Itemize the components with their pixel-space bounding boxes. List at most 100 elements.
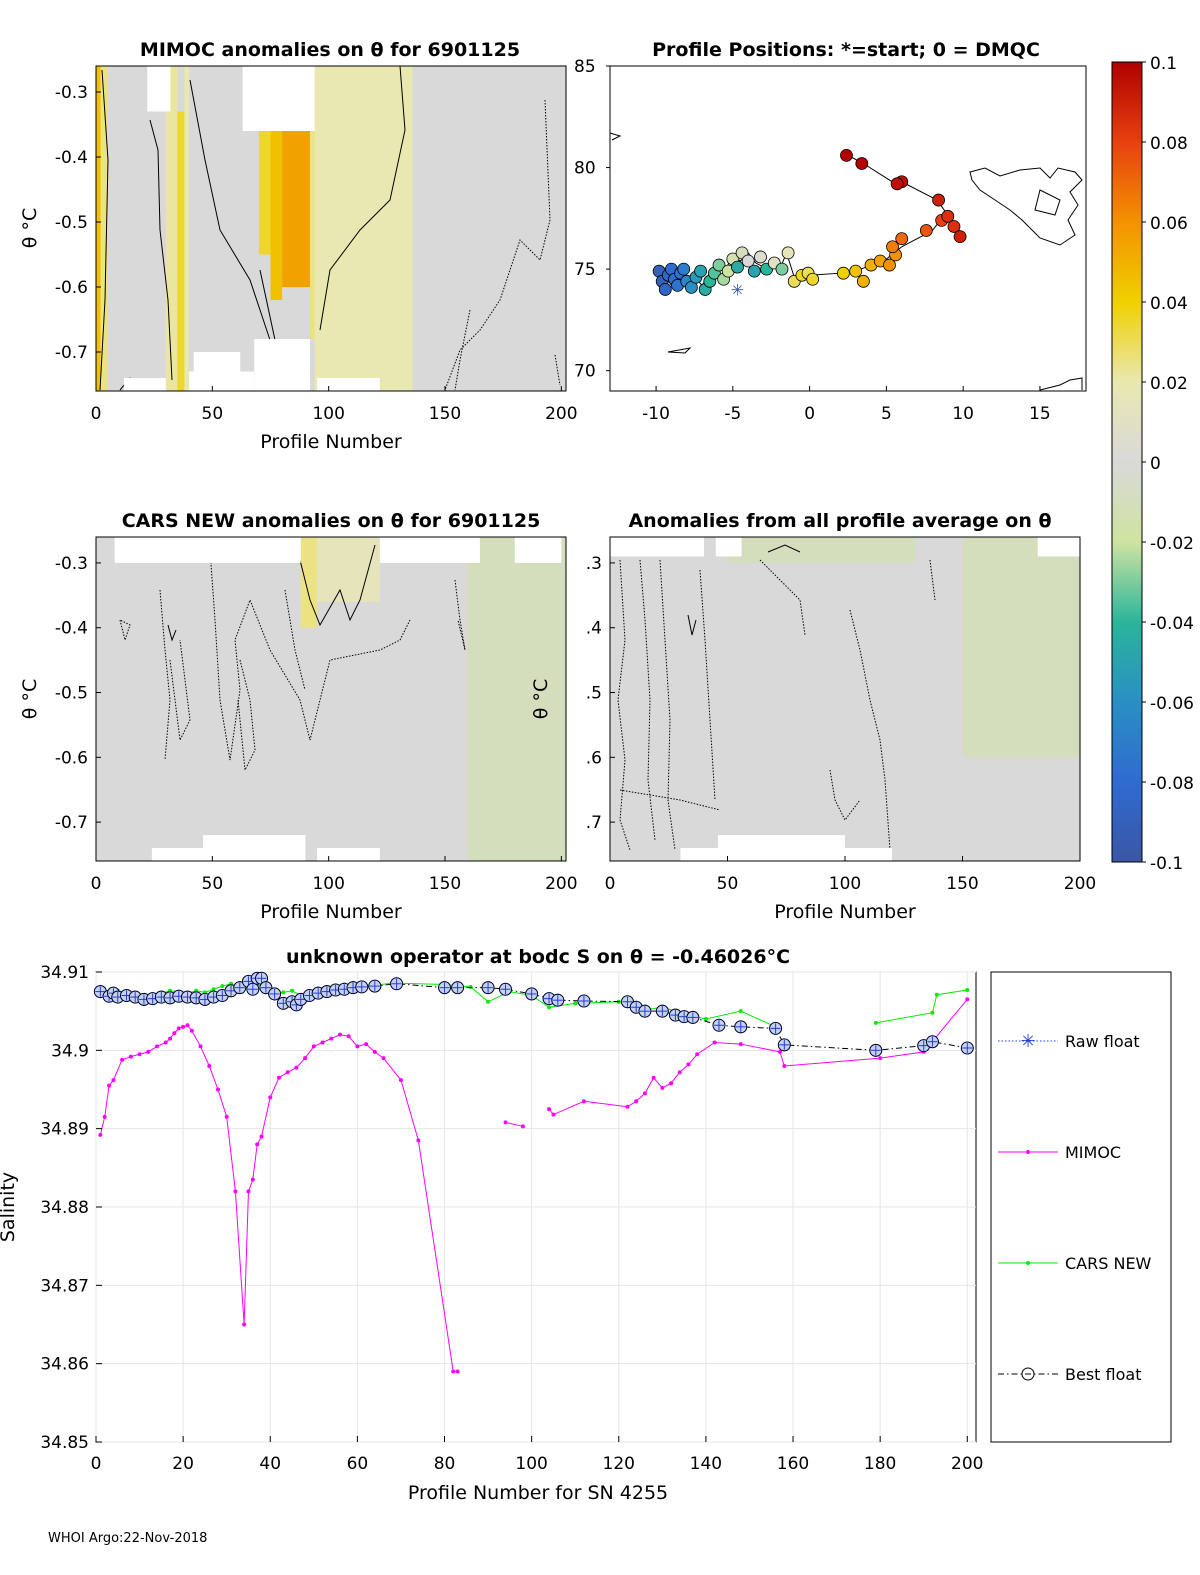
all-panel: Anomalies from all profile average on θ … bbox=[530, 510, 1096, 923]
profile-position-point bbox=[932, 193, 945, 207]
lat-tick-label: 85 bbox=[574, 57, 596, 77]
y-tick-label: -0.3 bbox=[55, 83, 88, 103]
data-point bbox=[98, 1132, 103, 1137]
data-point bbox=[163, 1040, 168, 1045]
data-point bbox=[311, 1044, 316, 1049]
x-tick-label: 100 bbox=[829, 874, 861, 894]
x-tick-label: 150 bbox=[429, 874, 461, 894]
heatmap-cell bbox=[184, 66, 190, 391]
best-float-point bbox=[925, 1035, 939, 1049]
salinity-y-ticks: 34.91 34.9 34.89 34.88 34.87 34.86 34.85 bbox=[40, 963, 102, 1453]
lat-tick-label: 80 bbox=[574, 159, 596, 179]
data-point bbox=[468, 984, 473, 989]
y-tick-label: -0.7 bbox=[55, 813, 88, 833]
heatmap-cell bbox=[165, 66, 178, 391]
profile-position-point bbox=[890, 177, 904, 191]
x-tick-label: 200 bbox=[545, 874, 577, 894]
data-point bbox=[154, 1044, 159, 1049]
data-point bbox=[634, 1099, 639, 1104]
x-tick-label: 50 bbox=[717, 874, 739, 894]
data-point bbox=[215, 1087, 220, 1092]
colorbar: 0.1 0.08 0.06 0.04 0.02 0 -0.02 -0.04 -0.06 -0.08… bbox=[1111, 54, 1194, 874]
data-point bbox=[695, 1052, 700, 1057]
colorbar-tick-label: -0.02 bbox=[1150, 534, 1194, 554]
x-tick-label: 80 bbox=[434, 1454, 456, 1474]
lat-tick-label: 70 bbox=[574, 362, 596, 382]
missing-region bbox=[514, 537, 562, 563]
cars-title: CARS NEW anomalies on θ for 6901125 bbox=[122, 510, 541, 532]
salinity-x-ticks: 0 20 40 60 80 100 120 140 160 180 200 bbox=[91, 1436, 984, 1474]
cars-y-ticks: -0.3 -0.4 -0.5 -0.6 -0.7 bbox=[55, 554, 101, 833]
heatmap-cell bbox=[282, 131, 311, 287]
colorbar-tick-label: -0.1 bbox=[1150, 854, 1183, 874]
legend-cars: CARS NEW bbox=[998, 1254, 1152, 1273]
mimoc-dotted-contours bbox=[444, 99, 561, 391]
data-point bbox=[290, 988, 295, 993]
y-tick-label: -0.4 bbox=[55, 148, 88, 168]
y-tick-label: -0.4 bbox=[55, 619, 88, 639]
data-point bbox=[211, 987, 216, 992]
profile-position-point bbox=[883, 258, 896, 272]
data-point bbox=[686, 1062, 691, 1067]
profile-position-point bbox=[947, 220, 961, 233]
legend: ✳ Raw float MIMOC CARS NEW Best float bbox=[990, 971, 1172, 1443]
x-tick-label: 0 bbox=[91, 874, 102, 894]
cars-x-ticks: 0 50 100 150 200 bbox=[91, 856, 578, 894]
best-float-point bbox=[869, 1043, 883, 1057]
data-point bbox=[294, 1065, 299, 1070]
heatmap-cell bbox=[727, 537, 916, 563]
profile-position-point bbox=[836, 266, 850, 280]
heatmap-cell bbox=[962, 537, 1080, 758]
salinity-series bbox=[93, 971, 974, 1374]
series-line bbox=[875, 989, 968, 1024]
profile-position-point bbox=[886, 240, 899, 254]
profile-position-point bbox=[658, 283, 672, 296]
x-tick-label: 50 bbox=[202, 874, 224, 894]
best-float-point bbox=[268, 987, 282, 1001]
profile-position-point bbox=[775, 262, 789, 276]
heatmap-cell bbox=[258, 131, 271, 255]
positions-points: ✳ bbox=[652, 148, 967, 299]
heatmap-cell bbox=[317, 537, 380, 602]
lon-tick-label: 0 bbox=[804, 404, 815, 424]
best-float-point bbox=[777, 1038, 791, 1052]
best-float-point bbox=[577, 994, 591, 1008]
data-point bbox=[303, 1056, 308, 1061]
colorbar-tick-label: -0.08 bbox=[1150, 774, 1194, 794]
data-point bbox=[416, 1138, 421, 1143]
profile-position-point bbox=[919, 224, 933, 237]
data-point bbox=[381, 1056, 386, 1061]
mimoc-y-ticks: -0.3 -0.4 -0.5 -0.6 -0.7 bbox=[55, 83, 101, 363]
data-point bbox=[220, 984, 225, 989]
data-point bbox=[930, 1010, 935, 1015]
data-point bbox=[224, 1114, 229, 1119]
y-tick-label: -0.5 bbox=[55, 213, 88, 233]
heatmap-cell bbox=[96, 66, 101, 391]
all-title: Anomalies from all profile average on θ bbox=[628, 510, 1051, 532]
profile-position-point bbox=[895, 232, 909, 246]
profile-position-point bbox=[677, 262, 691, 276]
x-tick-label: 0 bbox=[91, 1454, 102, 1474]
lon-tick-label: 10 bbox=[952, 404, 974, 424]
data-point bbox=[873, 1020, 878, 1025]
data-point bbox=[551, 1112, 556, 1117]
best-float-point bbox=[368, 979, 382, 993]
heatmap-cell bbox=[177, 111, 185, 391]
data-point bbox=[451, 1369, 456, 1374]
best-float-point bbox=[655, 1004, 669, 1018]
data-point bbox=[547, 1107, 552, 1112]
best-float-point bbox=[233, 981, 247, 995]
data-point bbox=[337, 1032, 342, 1037]
heatmap-cell bbox=[300, 537, 318, 628]
profile-position-point bbox=[712, 258, 726, 272]
data-point bbox=[486, 999, 491, 1004]
x-tick-label: 100 bbox=[312, 404, 344, 424]
data-point bbox=[965, 988, 970, 993]
data-point bbox=[285, 1070, 290, 1075]
best-float-point bbox=[451, 981, 465, 995]
salinity-grid bbox=[95, 971, 976, 1443]
data-point bbox=[503, 1120, 508, 1125]
missing-region bbox=[715, 537, 742, 557]
y-tick-label: .5 bbox=[586, 684, 602, 704]
y-tick-label: 34.9 bbox=[51, 1041, 89, 1061]
